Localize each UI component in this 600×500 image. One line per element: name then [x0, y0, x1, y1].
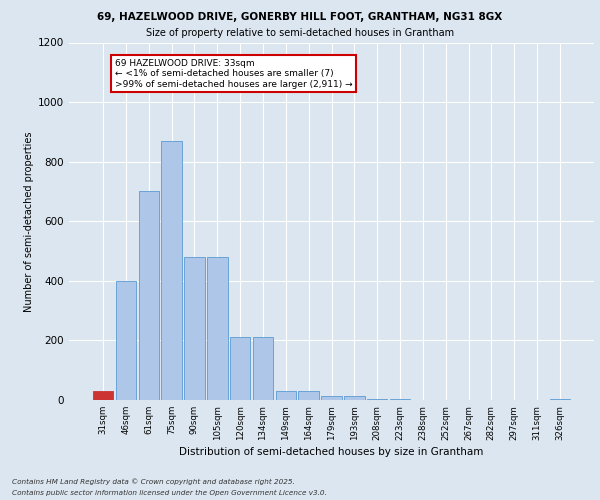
Bar — [550, 398, 570, 400]
Bar — [275, 391, 296, 400]
Bar — [139, 192, 159, 400]
Text: 69 HAZELWOOD DRIVE: 33sqm
← <1% of semi-detached houses are smaller (7)
>99% of : 69 HAZELWOOD DRIVE: 33sqm ← <1% of semi-… — [115, 59, 352, 88]
Bar — [298, 391, 319, 400]
Y-axis label: Number of semi-detached properties: Number of semi-detached properties — [24, 131, 34, 312]
Text: Contains HM Land Registry data © Crown copyright and database right 2025.: Contains HM Land Registry data © Crown c… — [12, 478, 295, 485]
Bar — [116, 281, 136, 400]
Bar — [390, 398, 410, 400]
Bar — [344, 396, 365, 400]
Bar — [253, 338, 273, 400]
Text: Size of property relative to semi-detached houses in Grantham: Size of property relative to semi-detach… — [146, 28, 454, 38]
Bar — [184, 257, 205, 400]
Text: Contains public sector information licensed under the Open Government Licence v3: Contains public sector information licen… — [12, 490, 327, 496]
X-axis label: Distribution of semi-detached houses by size in Grantham: Distribution of semi-detached houses by … — [179, 446, 484, 456]
Text: 69, HAZELWOOD DRIVE, GONERBY HILL FOOT, GRANTHAM, NG31 8GX: 69, HAZELWOOD DRIVE, GONERBY HILL FOOT, … — [97, 12, 503, 22]
Bar — [321, 396, 342, 400]
Bar — [93, 391, 113, 400]
Bar — [161, 141, 182, 400]
Bar — [207, 257, 227, 400]
Bar — [230, 338, 250, 400]
Bar — [367, 398, 388, 400]
